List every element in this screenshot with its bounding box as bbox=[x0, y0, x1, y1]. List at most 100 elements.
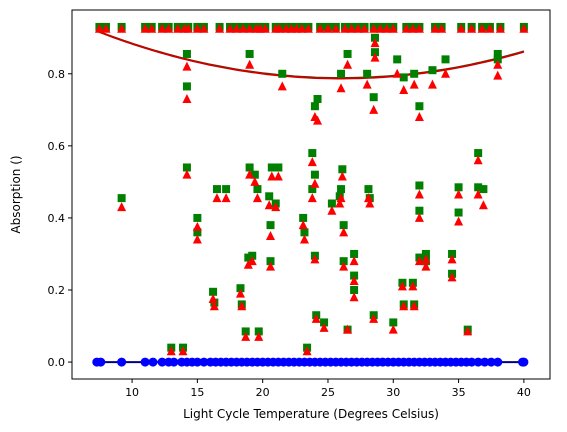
data-point-triangle bbox=[349, 275, 359, 285]
data-point-square bbox=[250, 170, 259, 179]
data-point-triangle bbox=[307, 193, 317, 203]
data-point-circle bbox=[192, 357, 202, 367]
data-point-square bbox=[364, 185, 373, 194]
data-point-triangle bbox=[343, 59, 353, 69]
data-point-triangle bbox=[473, 189, 483, 199]
x-tick-label: 20 bbox=[256, 386, 270, 399]
data-point-triangle bbox=[485, 23, 495, 33]
data-point-triangle bbox=[456, 23, 466, 33]
data-point-square bbox=[266, 257, 275, 266]
data-point-triangle bbox=[495, 23, 505, 33]
data-point-circle bbox=[480, 357, 490, 367]
data-point-triangle bbox=[245, 23, 255, 33]
data-point-square bbox=[254, 327, 263, 336]
data-point-triangle bbox=[327, 205, 337, 215]
data-point-triangle bbox=[101, 23, 111, 33]
y-axis-label: Absorption () bbox=[9, 155, 23, 233]
data-point-square bbox=[363, 69, 372, 78]
data-point-triangle bbox=[266, 261, 276, 271]
data-point-square bbox=[493, 55, 502, 64]
data-point-square bbox=[248, 251, 257, 260]
data-point-triangle bbox=[414, 23, 424, 33]
data-point-triangle bbox=[409, 79, 419, 89]
data-point-triangle bbox=[360, 23, 370, 33]
data-point-circle bbox=[148, 357, 158, 367]
data-point-triangle bbox=[414, 256, 424, 266]
data-point-triangle bbox=[182, 61, 192, 71]
data-point-square bbox=[441, 55, 450, 64]
data-point-square bbox=[222, 185, 231, 194]
data-point-triangle bbox=[414, 112, 424, 122]
data-point-triangle bbox=[363, 193, 373, 203]
data-point-triangle bbox=[215, 23, 225, 33]
data-point-triangle bbox=[409, 301, 419, 311]
x-tick-label: 15 bbox=[190, 386, 204, 399]
data-point-triangle bbox=[173, 23, 183, 33]
data-point-square bbox=[338, 165, 347, 174]
data-point-square bbox=[310, 170, 319, 179]
data-point-triangle bbox=[382, 23, 392, 33]
fit-line-1 bbox=[96, 29, 525, 79]
data-point-triangle bbox=[493, 59, 503, 69]
data-point-triangle bbox=[267, 171, 277, 181]
data-point-square bbox=[393, 55, 402, 64]
data-point-triangle bbox=[399, 84, 409, 94]
data-point-triangle bbox=[388, 23, 398, 33]
data-point-triangle bbox=[388, 324, 398, 334]
data-point-triangle bbox=[303, 23, 313, 33]
data-point-triangle bbox=[199, 23, 209, 33]
data-point-triangle bbox=[182, 94, 192, 104]
data-point-square bbox=[337, 69, 346, 78]
data-point-triangle bbox=[365, 198, 375, 208]
data-point-square bbox=[253, 185, 262, 194]
data-point-square bbox=[278, 69, 287, 78]
data-point-square bbox=[474, 149, 483, 158]
data-point-triangle bbox=[275, 23, 285, 33]
data-point-triangle bbox=[493, 70, 503, 80]
data-point-triangle bbox=[397, 281, 407, 291]
data-point-triangle bbox=[441, 68, 451, 78]
x-axis-label: Light Cycle Temperature (Degrees Celsius… bbox=[183, 407, 439, 421]
data-point-triangle bbox=[237, 301, 247, 311]
data-point-triangle bbox=[421, 261, 431, 271]
fit-line-2 bbox=[96, 29, 525, 80]
data-point-square bbox=[182, 163, 191, 172]
data-point-square bbox=[193, 228, 202, 237]
data-point-square bbox=[193, 213, 202, 222]
data-point-triangle bbox=[252, 193, 262, 203]
data-point-triangle bbox=[164, 23, 174, 33]
data-point-triangle bbox=[353, 23, 363, 33]
data-point-triangle bbox=[178, 346, 188, 356]
data-point-square bbox=[265, 192, 274, 201]
x-tick-label: 30 bbox=[386, 386, 400, 399]
data-point-triangle bbox=[166, 346, 176, 356]
data-point-triangle bbox=[264, 200, 274, 210]
data-points bbox=[92, 22, 529, 367]
data-point-triangle bbox=[192, 234, 202, 244]
data-point-triangle bbox=[209, 301, 219, 311]
data-point-triangle bbox=[335, 198, 345, 208]
data-point-triangle bbox=[343, 324, 353, 334]
data-point-triangle bbox=[241, 331, 251, 341]
data-point-triangle bbox=[336, 193, 346, 203]
data-point-triangle bbox=[273, 171, 283, 181]
data-point-triangle bbox=[401, 23, 411, 33]
data-point-triangle bbox=[473, 155, 483, 165]
data-point-circle bbox=[519, 357, 529, 367]
data-point-square bbox=[415, 206, 424, 215]
data-point-square bbox=[350, 285, 359, 294]
data-point-square bbox=[299, 213, 308, 222]
data-point-triangle bbox=[337, 171, 347, 181]
data-point-triangle bbox=[310, 254, 320, 264]
plot-frame bbox=[71, 9, 551, 380]
data-point-square bbox=[212, 185, 221, 194]
data-point-triangle bbox=[277, 81, 287, 91]
data-point-square bbox=[267, 163, 276, 172]
data-point-triangle bbox=[245, 169, 255, 179]
data-point-square bbox=[370, 48, 379, 57]
data-point-square bbox=[454, 208, 463, 217]
data-point-square bbox=[339, 221, 348, 230]
data-point-square bbox=[343, 49, 352, 58]
data-point-triangle bbox=[349, 292, 359, 302]
